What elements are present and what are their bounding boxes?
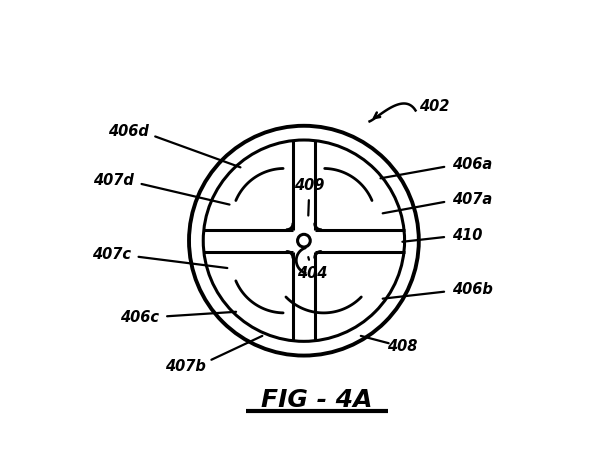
Text: 407b: 407b: [164, 359, 205, 374]
Text: 407a: 407a: [452, 192, 492, 206]
Text: 404: 404: [298, 266, 328, 281]
Bar: [202, 230, 406, 251]
Text: 408: 408: [387, 339, 417, 354]
Bar: [293, 139, 315, 342]
Circle shape: [184, 121, 424, 361]
Text: 410: 410: [452, 228, 482, 242]
Text: 406c: 406c: [120, 310, 160, 325]
Text: 407c: 407c: [92, 248, 131, 262]
Text: 402: 402: [419, 98, 449, 113]
Text: 406d: 406d: [108, 124, 148, 139]
Text: 407d: 407d: [94, 173, 134, 188]
Text: FIG - 4A: FIG - 4A: [262, 388, 373, 412]
Text: 406b: 406b: [452, 282, 493, 297]
Text: 406a: 406a: [452, 157, 492, 172]
Circle shape: [298, 234, 310, 247]
Text: 409: 409: [294, 179, 324, 194]
